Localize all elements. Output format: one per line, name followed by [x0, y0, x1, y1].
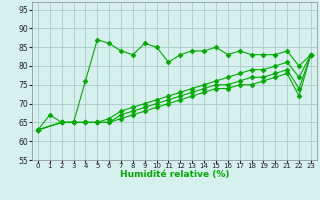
X-axis label: Humidité relative (%): Humidité relative (%): [120, 170, 229, 179]
